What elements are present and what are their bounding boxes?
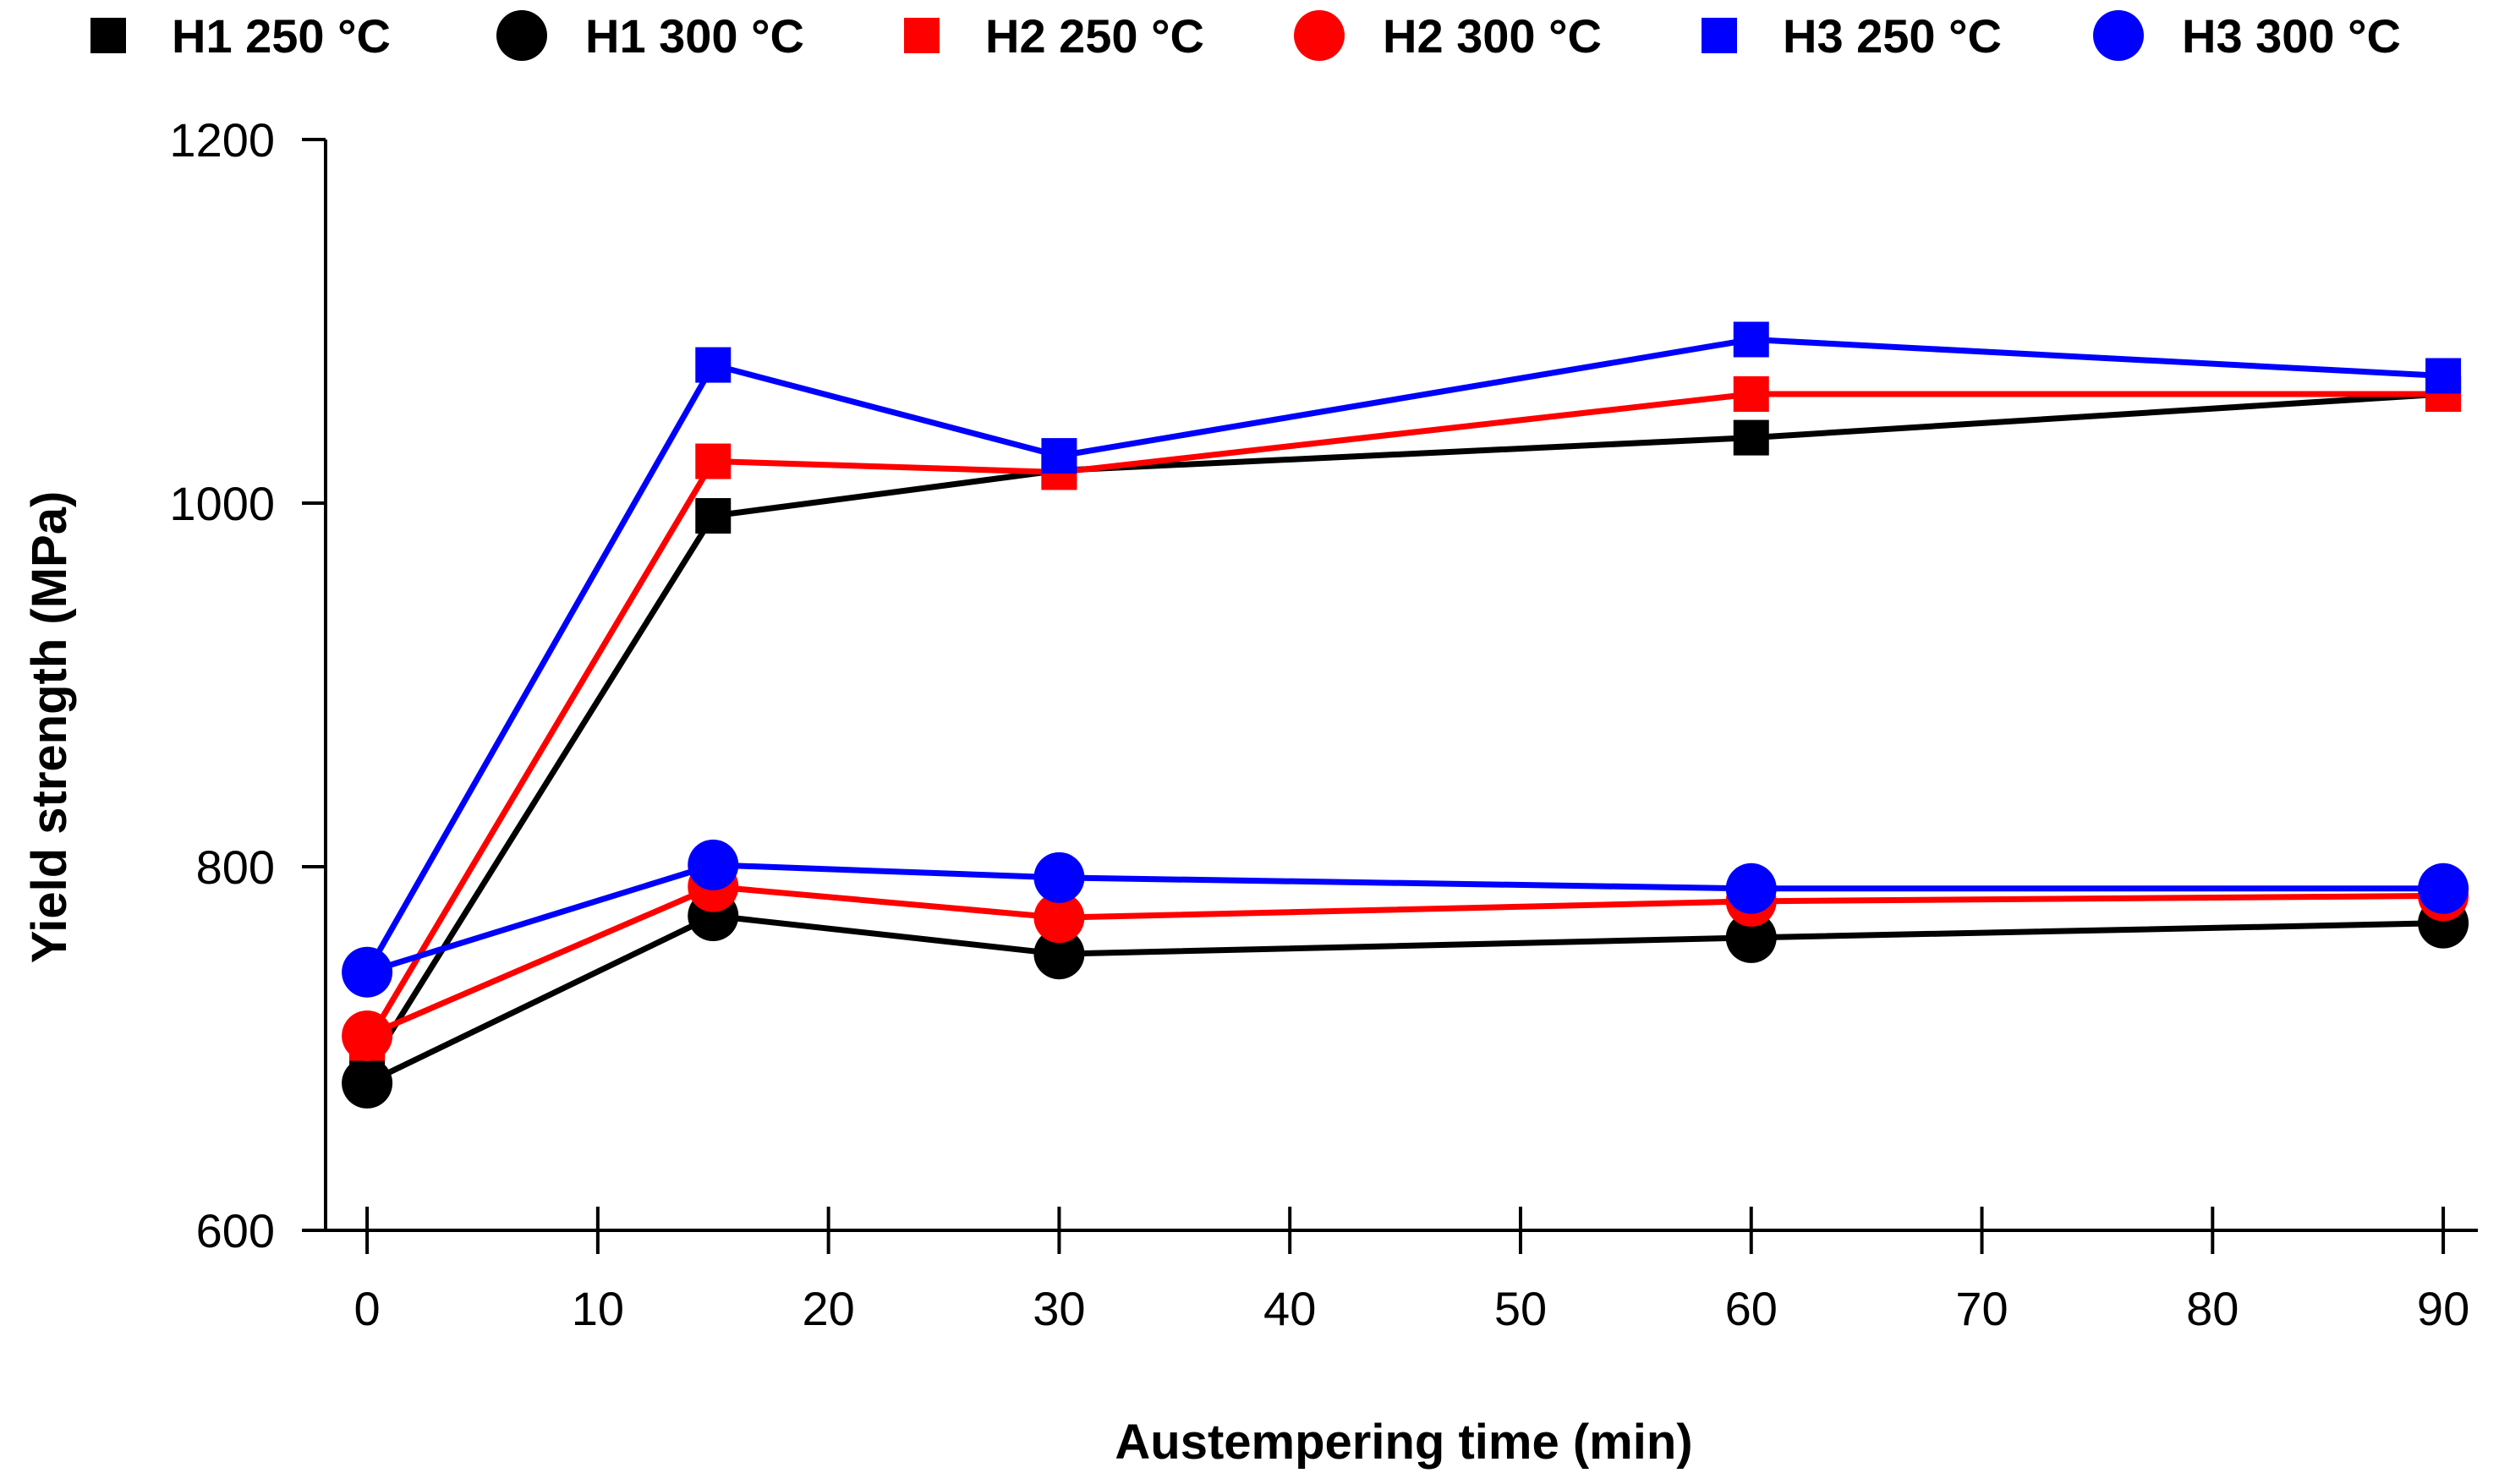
series-5 [342,839,2469,998]
legend-label: H1 250 °C [172,9,391,63]
legend-item: H1 250 °C [90,9,391,63]
x-tick-label: 40 [1263,1282,1316,1335]
x-tick-label: 90 [2417,1282,2469,1335]
legend: H1 250 °C H1 300 °C H2 250 °C H2 300 °C H3 2… [90,9,2401,63]
x-tick-label: 70 [1955,1282,2008,1335]
legend-item: H2 300 °C [1294,9,1602,63]
data-point [1033,892,1085,944]
series-4 [349,321,2462,990]
x-axis-title: Austempering time (min) [1115,1415,1692,1470]
x-tick-label: 30 [1033,1282,1085,1335]
series-layer [342,321,2469,1109]
data-point [2425,358,2462,394]
y-tick-label: 800 [196,841,275,894]
data-point [1733,419,1769,456]
legend-marker [1702,18,1737,53]
legend-item: H3 300 °C [2093,9,2401,63]
data-point [1725,912,1777,963]
legend-label: H2 300 °C [1383,9,1602,63]
y-ticks: 600 800 1000 1200 [169,113,326,1257]
data-point [342,1010,393,1061]
data-point [342,1057,393,1109]
legend-label: H1 300 °C [585,9,804,63]
data-point [2418,862,2469,914]
legend-marker [904,18,940,53]
x-tick-label: 10 [572,1282,624,1335]
data-point [695,347,732,383]
legend-item: H2 250 °C [904,9,1204,63]
x-tick-label: 20 [803,1282,855,1335]
series-0 [349,376,2462,1088]
data-point [688,839,739,890]
x-tick-label: 0 [354,1282,381,1335]
data-point [1733,321,1769,358]
data-point [342,946,393,998]
data-point [1733,376,1769,412]
legend-item: H1 300 °C [496,9,804,63]
x-tick-label: 80 [2186,1282,2239,1335]
y-axis-title: Yield strength (MPa) [22,491,77,964]
y-tick-label: 1200 [169,113,275,167]
data-point [1041,438,1077,474]
x-ticks: 0 10 20 30 40 50 60 70 80 90 [354,1207,2469,1335]
series-2 [349,376,2462,1061]
series-line [366,862,2444,976]
x-tick-label: 60 [1725,1282,1778,1335]
x-tick-label: 50 [1494,1282,1547,1335]
legend-marker [90,18,126,53]
series-1 [342,890,2469,1109]
legend-item: H3 250 °C [1702,9,2002,63]
legend-label: H3 300 °C [2182,9,2401,63]
series-line [364,391,2444,1072]
data-point [695,498,732,534]
legend-label: H2 250 °C [985,9,1204,63]
data-point [1033,928,1085,980]
y-tick-label: 600 [196,1204,275,1257]
data-point [695,443,732,479]
legend-label: H3 250 °C [1783,9,2002,63]
legend-marker [496,10,547,61]
legend-marker [1294,10,1345,61]
data-point [1033,852,1085,903]
series-line [365,912,2444,1087]
legend-marker [2093,10,2144,61]
data-point [1725,862,1777,914]
axes: 600 800 1000 1200 0 10 20 30 40 50 60 70 80 90 [169,113,2478,1335]
series-line [365,884,2444,1039]
y-tick-label: 1000 [169,477,275,530]
